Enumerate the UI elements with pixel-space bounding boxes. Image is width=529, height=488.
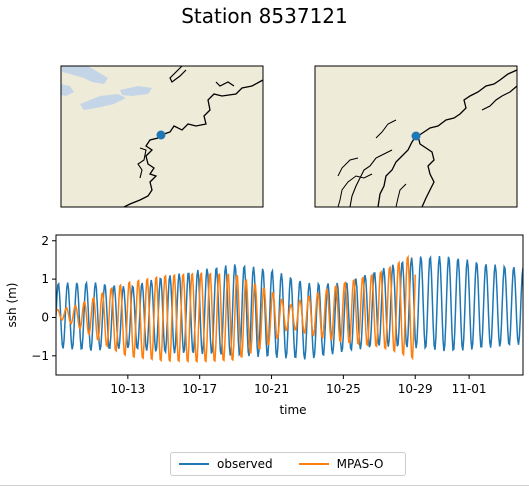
coastline [395,183,407,208]
coastline [337,173,373,208]
legend-item-mpas-o: MPAS-O [291,457,384,471]
great-lakes-water [61,84,74,96]
y-axis-label: ssh (m) [5,283,19,328]
x-axis-label: time [279,403,306,417]
x-tick-label: 10-29 [398,382,433,396]
coastline [215,81,235,87]
legend-swatch-observed [179,463,209,465]
legend: observed MPAS-O [170,452,406,476]
regional-map [60,65,264,208]
coastline [377,135,417,208]
coastline [349,149,393,208]
y-axis: −1 0 1 2 [31,234,56,363]
x-tick-label: 10-17 [182,382,217,396]
y-tick-label: 0 [41,310,49,324]
coastline [481,85,518,111]
timeseries-chart: −1 0 1 2 10-13 10-17 10-21 10-25 10-29 11-01 tim… [5,234,524,417]
station-marker [156,130,166,140]
y-tick-label: 2 [41,234,49,248]
coastline [375,119,397,139]
coastline [169,65,187,83]
great-lakes-water [120,86,152,96]
x-axis: 10-13 10-17 10-21 10-25 10-29 11-01 [110,375,487,396]
chart-title: Station 8537121 [181,4,348,28]
coastline [137,147,147,179]
legend-swatch-mpas-o [298,463,329,465]
coastline [417,69,518,208]
coastline [337,157,359,177]
legend-label-mpas-o: MPAS-O [336,457,384,471]
x-tick-label: 11-01 [452,382,487,396]
great-lakes-water [80,94,126,110]
bottom-divider [0,485,529,486]
plot-frame [55,234,524,376]
great-lakes-water [62,66,108,84]
series-line-mpas-o [56,254,416,364]
y-tick-label: −1 [31,349,49,363]
legend-label-observed: observed [217,457,273,471]
x-tick-label: 10-13 [110,382,145,396]
map-frame [60,65,264,208]
legend-item-observed: observed [171,457,273,471]
y-tick-label: 1 [41,272,49,286]
series-line-observed [56,255,523,360]
local-map [314,65,518,208]
station-marker [411,131,421,141]
map-frame [314,65,518,208]
x-tick-label: 10-25 [326,382,361,396]
x-tick-label: 10-21 [254,382,289,396]
